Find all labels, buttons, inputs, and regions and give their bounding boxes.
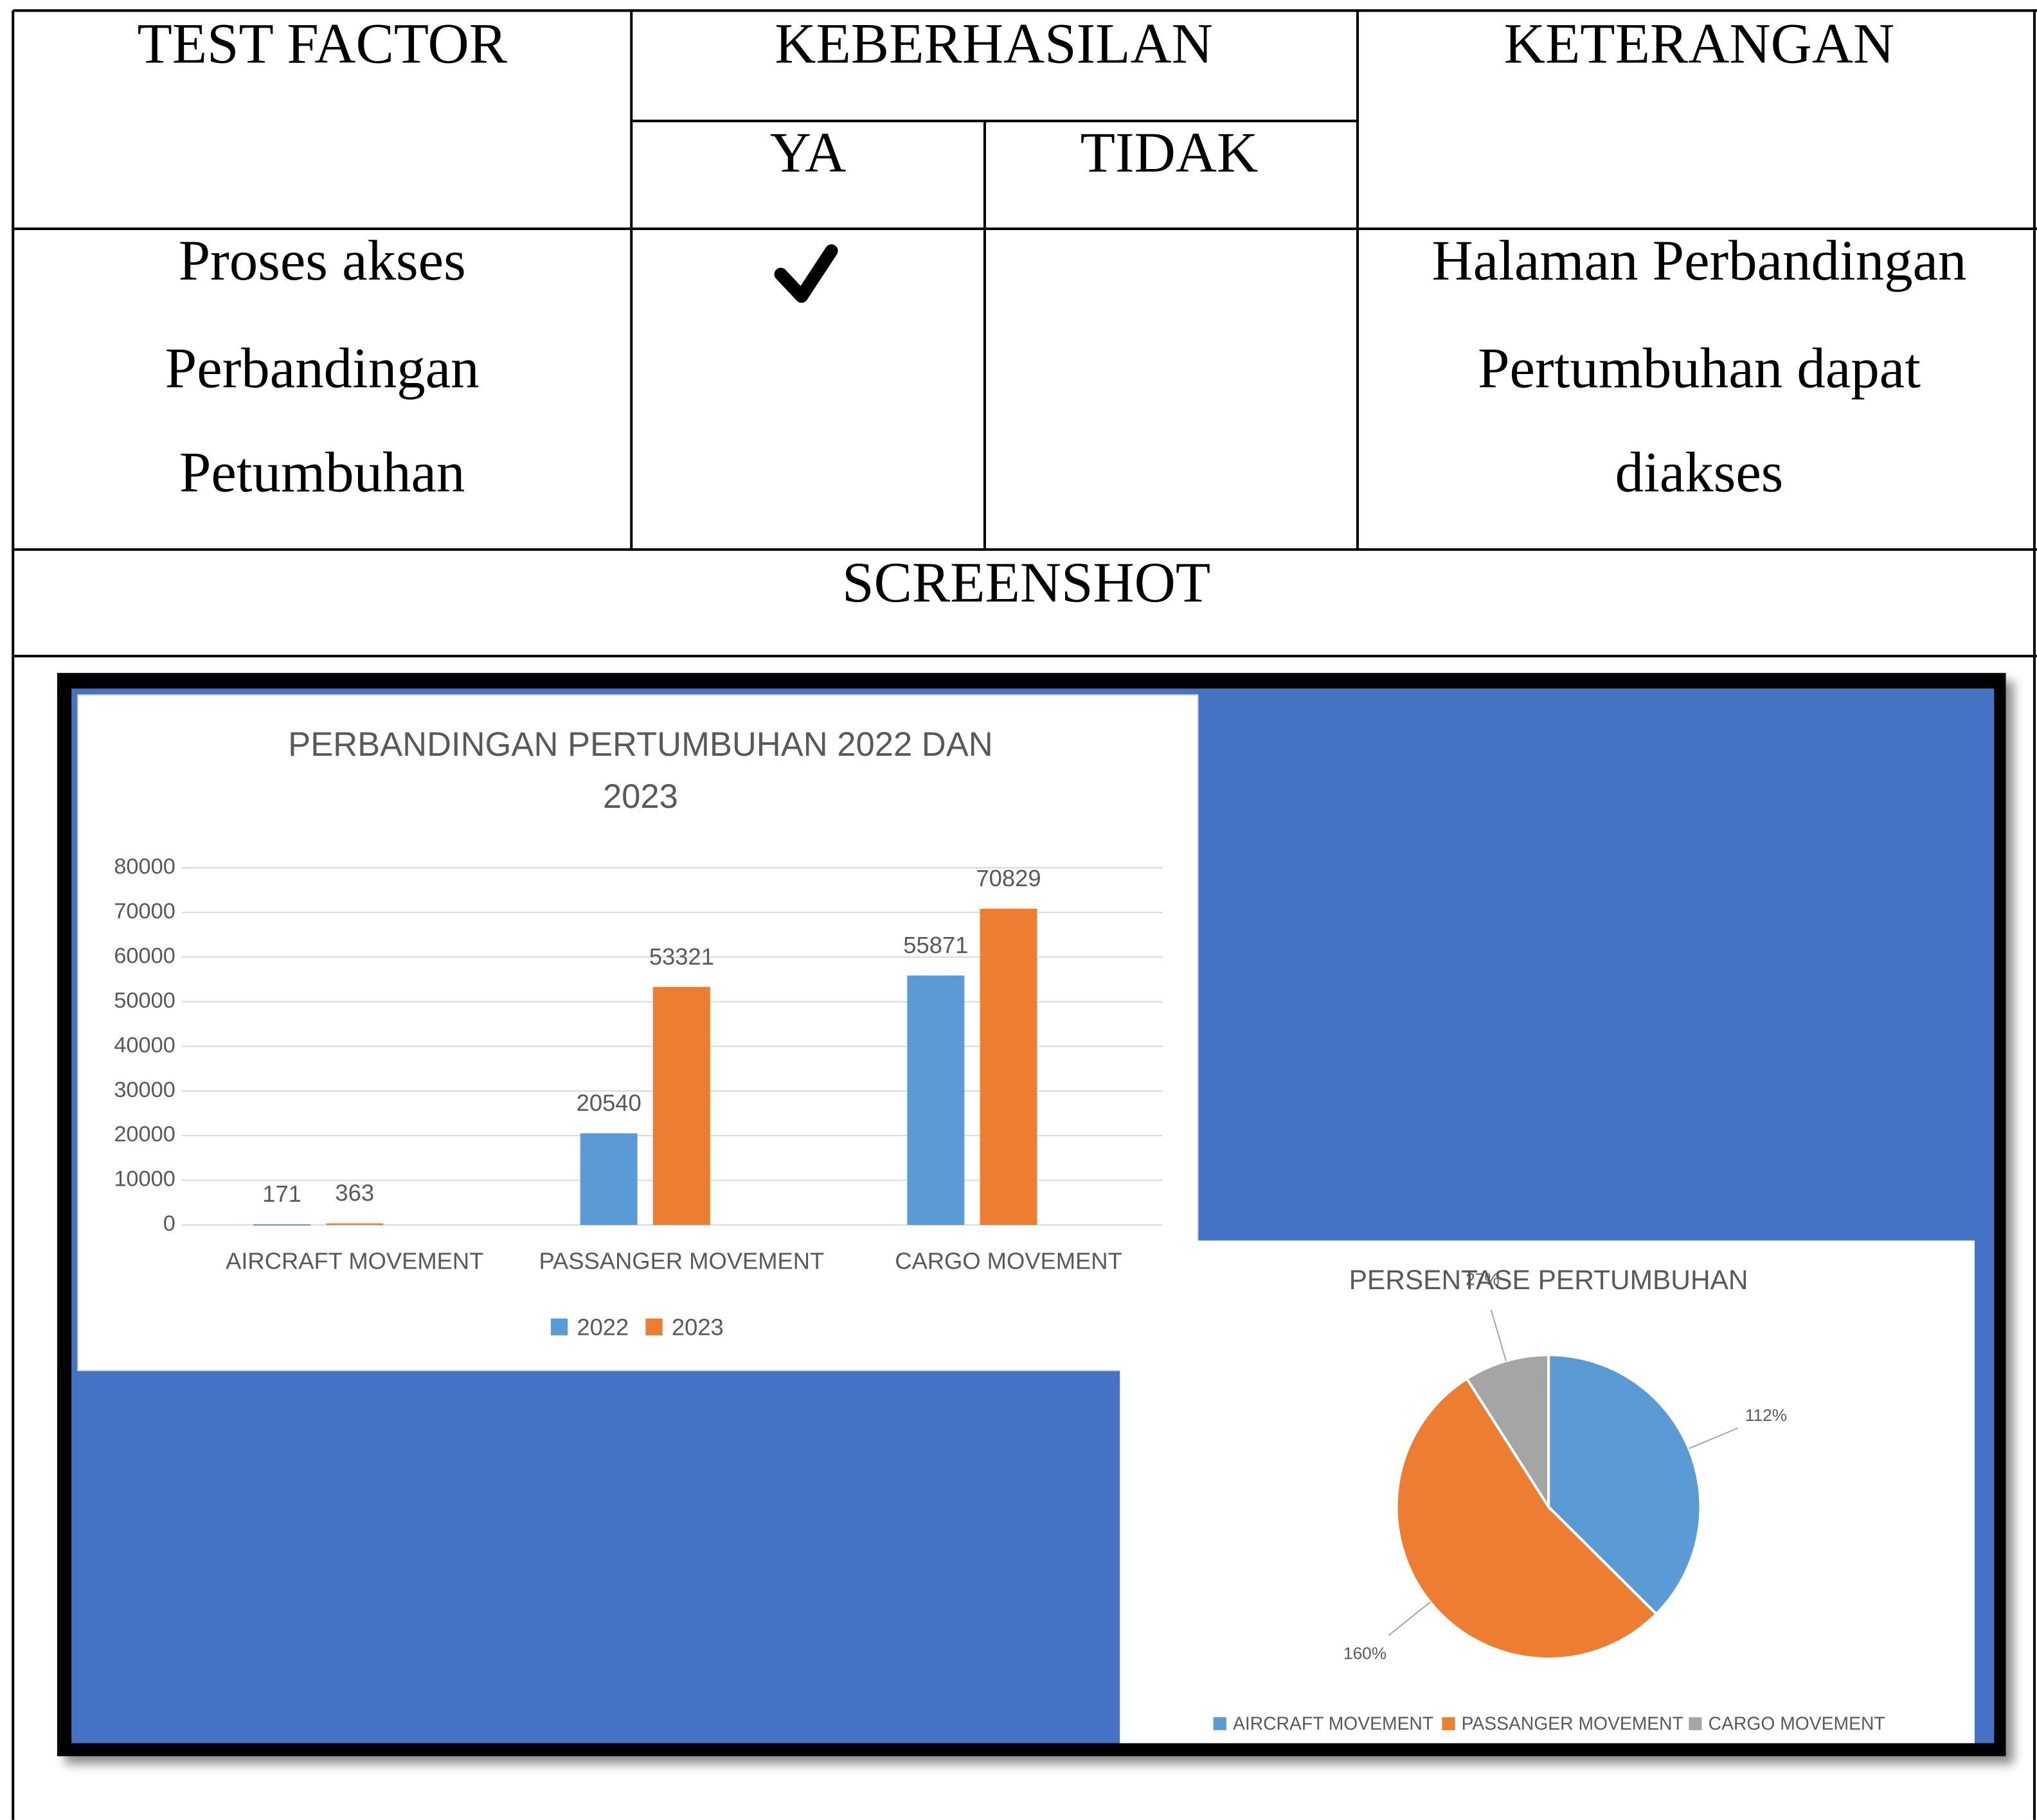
legend-swatch [1213,1717,1226,1731]
test-factor-line: Proses akses [179,229,466,292]
subheader: TIDAK [1081,121,1259,184]
x-tick-label: PASSANGER MOVEMENT [539,1247,824,1274]
charts: PERBANDINGAN PERTUMBUHAN 2022 DAN 2023 0 10… [114,726,1885,1733]
bar [980,909,1037,1226]
legend-label: 2023 [672,1314,724,1340]
legend-swatch [645,1318,663,1335]
legend-swatch [550,1318,568,1335]
y-tick-label: 60000 [114,943,175,968]
y-tick-label: 0 [163,1211,175,1236]
y-tick-label: 20000 [114,1122,175,1146]
x-tick-label: AIRCRAFT MOVEMENT [226,1247,483,1274]
header: TEST FACTOR [137,12,507,75]
bar [326,1223,384,1226]
data-label: 55871 [903,932,968,958]
y-tick-label: 10000 [114,1167,175,1191]
y-tick-label: 50000 [114,988,175,1013]
checkmark [774,244,838,303]
x-tick-label: CARGO MOVEMENT [895,1247,1122,1274]
pie-slice [1395,1377,1658,1661]
bar [580,1133,638,1226]
legend-swatch [1442,1717,1455,1731]
data-label: 160% [1343,1643,1386,1663]
data-label: 53321 [649,943,714,970]
pie-slice [1547,1353,1702,1616]
legend-label: 2022 [577,1314,629,1340]
legend-label: PASSANGER MOVEMENT [1462,1713,1683,1734]
test-factor-line: Petumbuhan [179,441,465,504]
leader-line [1388,1601,1431,1636]
legend-label: CARGO MOVEMENT [1709,1713,1885,1734]
header: KEBERHASILAN [775,12,1213,75]
keterangan-line: Pertumbuhan dapat [1478,337,1921,400]
leader-line [1689,1427,1739,1449]
y-tick-label: 70000 [114,899,175,923]
leader-line [1490,1309,1507,1361]
subheader: YA [770,121,847,184]
data-label: 363 [335,1180,374,1206]
y-tick-label: 80000 [114,854,175,879]
chart-title: PERBANDINGAN PERTUMBUHAN 2022 DAN [288,726,993,763]
screenshot-label: SCREENSHOT [842,551,1210,614]
table-grid [12,9,2037,1820]
chart-title: 2023 [603,778,678,816]
pie-slice [1465,1353,1550,1512]
bar [253,1224,311,1226]
keterangan-line: Halaman Perbandingan [1432,229,1967,292]
test-factor-line: Perbandingan [165,337,480,400]
bar [652,986,710,1226]
data-label: 70829 [976,865,1041,891]
bar [907,975,965,1226]
data-label: 112% [1745,1405,1787,1425]
data-label: 27% [1466,1270,1500,1289]
legend-swatch [1689,1717,1702,1731]
data-label: 171 [262,1181,301,1207]
chart-title: PERSENTASE PERTUMBUHAN [1349,1265,1748,1295]
y-tick-label: 40000 [114,1033,175,1057]
cells: Proses akses Perbandingan Petumbuhan Halama… [165,229,1967,504]
header: KETERANGAN [1504,12,1894,75]
data-label: 20540 [577,1090,642,1116]
legend-label: AIRCRAFT MOVEMENT [1233,1713,1433,1734]
keterangan-line: diakses [1615,441,1784,504]
y-tick-label: 30000 [114,1078,175,1102]
